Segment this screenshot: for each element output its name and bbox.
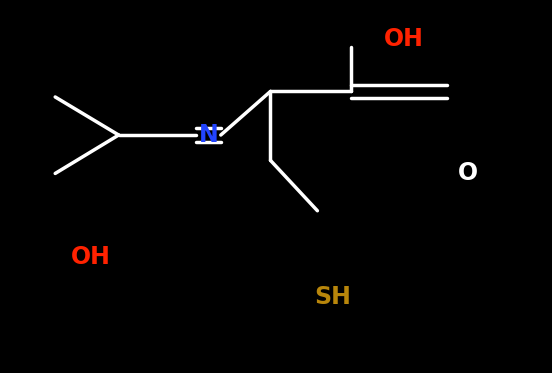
Text: O: O [458, 162, 478, 185]
Text: N: N [199, 123, 219, 147]
Text: OH: OH [384, 27, 423, 51]
Text: SH: SH [315, 285, 352, 308]
Text: OH: OH [71, 245, 110, 269]
